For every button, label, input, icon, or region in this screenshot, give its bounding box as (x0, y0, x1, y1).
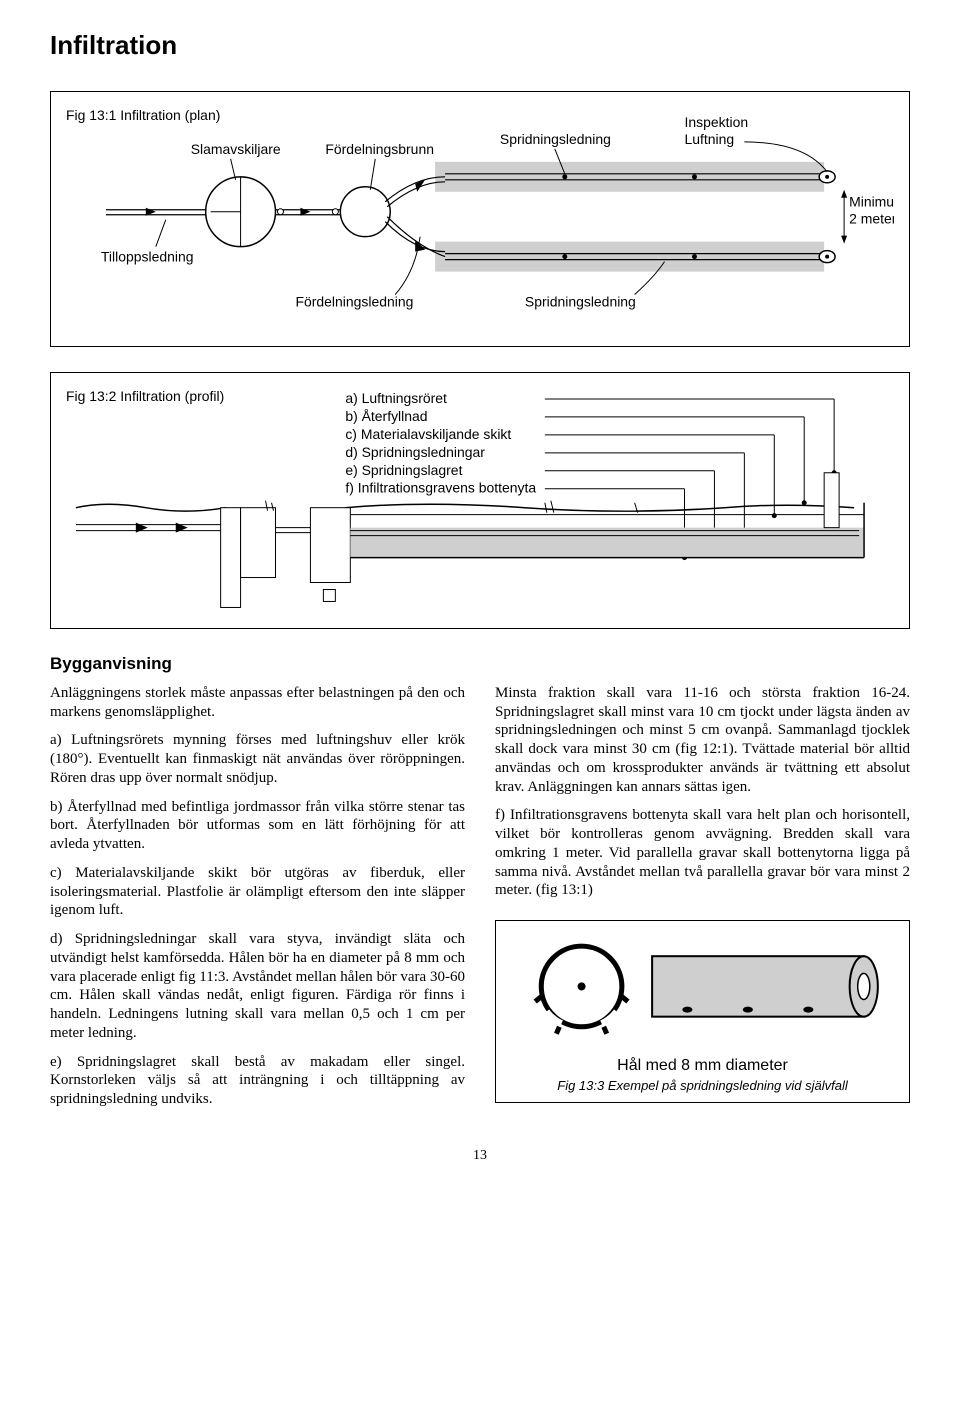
fig2-item-d: d) Spridningsledningar (345, 444, 485, 460)
fig3-caption: Fig 13:3 Exempel på spridningsledning vi… (511, 1078, 894, 1094)
figure-13-2: Fig 13:2 Infiltration (profil) a) Luftni… (50, 372, 910, 628)
page-title: Infiltration (50, 30, 910, 61)
body-columns: Anläggningens storlek måste anpassas eft… (50, 684, 910, 1128)
fig3-label: Hål med 8 mm diameter (511, 1056, 894, 1076)
label-spridningsledning-bottom: Spridningsledning (525, 293, 636, 309)
left-p3: c) Materialavskiljande skikt bör utgöras… (50, 864, 465, 920)
fig2-diagram: Fig 13:2 Infiltration (profil) a) Luftni… (66, 383, 894, 612)
bed-bottom (435, 242, 824, 272)
label-tilloppsledning: Tilloppsledning (101, 249, 194, 265)
fig2-item-f: f) Infiltrationsgravens bottenyta (345, 480, 536, 496)
fig2-caption: Fig 13:2 Infiltration (profil) (66, 388, 224, 404)
right-column: Minsta fraktion skall vara 11-16 och stö… (495, 684, 910, 1128)
well (340, 187, 390, 237)
fig3-diagram (511, 931, 894, 1052)
label-minimun: Minimun (849, 194, 894, 210)
fig2-item-e: e) Spridningslagret (345, 462, 462, 478)
right-p1: f) Infiltrationsgravens bottenyta skall … (495, 806, 910, 900)
label-inspektion: Inspektion (684, 114, 748, 130)
label-spridningsledning-top: Spridningsledning (500, 131, 611, 147)
label-fordelningsledning: Fördelningsledning (295, 293, 413, 309)
label-slamavskiljare: Slamavskiljare (191, 141, 281, 157)
right-p0: Minsta fraktion skall vara 11-16 och stö… (495, 684, 910, 797)
fig1-diagram: Fig 13:1 Infiltration (plan) Slamavskilj… (66, 102, 894, 331)
left-p0: Anläggningens storlek måste anpassas eft… (50, 684, 465, 722)
label-fordelningsbrunn: Fördelningsbrunn (325, 141, 434, 157)
left-column: Anläggningens storlek måste anpassas eft… (50, 684, 465, 1128)
fig2-item-b: b) Återfyllnad (345, 408, 427, 424)
left-p4: d) Spridningsledningar skall vara styva,… (50, 930, 465, 1043)
bed-top (435, 162, 824, 192)
fig2-item-c: c) Materialavskiljande skikt (345, 426, 511, 442)
left-p5: e) Spridningslagret skall bestå av makad… (50, 1053, 465, 1109)
fig1-caption: Fig 13:1 Infiltration (plan) (66, 107, 220, 123)
fig2-item-a: a) Luftningsröret (345, 390, 447, 406)
left-p1: a) Luftningsrörets mynning förses med lu… (50, 731, 465, 787)
label-luftning: Luftning (684, 131, 734, 147)
page-number: 13 (50, 1148, 910, 1164)
figure-13-1: Fig 13:1 Infiltration (plan) Slamavskilj… (50, 91, 910, 347)
section-heading: Bygganvisning (50, 654, 910, 674)
left-p2: b) Återfyllnad med befintliga jordmassor… (50, 798, 465, 854)
figure-13-3: Hål med 8 mm diameter Fig 13:3 Exempel p… (495, 920, 910, 1103)
label-two-meter: 2 meter (849, 211, 894, 227)
